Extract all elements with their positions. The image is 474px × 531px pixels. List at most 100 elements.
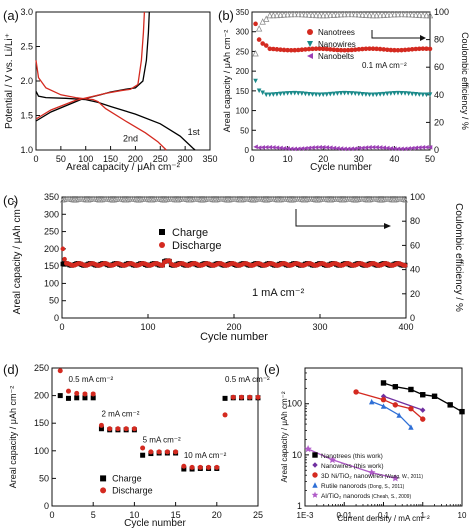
b-point-nanowires <box>313 92 319 98</box>
d-point-discharge <box>90 391 96 397</box>
d-point-charge <box>222 395 228 401</box>
b-point-nanotrees <box>288 47 294 53</box>
c-point-coulombic-efficiency <box>163 196 169 203</box>
c-point-coulombic-efficiency <box>87 196 94 203</box>
b-point-nanotrees <box>320 46 326 52</box>
a-x-axis-label: Areal capacity / μAh cm⁻² <box>66 162 181 173</box>
b-point-nanobelts <box>253 144 258 150</box>
d-x-tick-label: 0 <box>49 510 54 520</box>
b-point-nanotrees <box>406 47 411 52</box>
c-point-discharge <box>62 256 67 262</box>
a-panel-label: (a) <box>3 8 19 23</box>
e-y-tick-label: 10 <box>292 450 302 460</box>
b-point-nanotrees <box>313 46 319 51</box>
c-y2-tick-label: 20 <box>410 289 420 299</box>
d-current-annotation: 5 mA cm⁻² <box>143 436 181 445</box>
b-point-coulombic-efficiency <box>373 11 380 19</box>
b-point-nanobelts <box>367 145 372 150</box>
e-legend-marker <box>311 491 319 498</box>
d-point-discharge <box>222 412 228 418</box>
d-x-axis-label: Cycle number <box>124 518 186 529</box>
d-point-charge <box>98 426 104 432</box>
b-point-nanotrees <box>384 47 390 53</box>
b-point-nanobelts <box>374 144 379 150</box>
d-point-discharge <box>173 449 179 455</box>
c-point-coulombic-efficiency <box>201 196 207 203</box>
d-point-discharge <box>156 449 162 455</box>
b-point-nanowires <box>328 91 333 97</box>
b-point-nanotrees <box>342 47 347 53</box>
b-point-nanobelts <box>381 145 387 151</box>
b-y-axis-label: Areal capacity / μAh cm⁻² <box>222 30 232 132</box>
e-y-axis-label: Areal capacity / μAh cm⁻² <box>280 391 289 482</box>
b-point-nanobelts <box>360 145 365 151</box>
b-point-nanowires <box>413 92 419 97</box>
d-point-discharge <box>239 394 245 400</box>
b-point-nanobelts <box>356 145 362 151</box>
b-point-coulombic-efficiency <box>302 11 309 18</box>
c-point-coulombic-efficiency <box>151 196 157 203</box>
d-current-annotation: 0.5 mA cm⁻² <box>68 375 113 384</box>
d-point-discharge <box>98 422 104 428</box>
b-point-coulombic-efficiency <box>252 50 259 57</box>
c-current-annotation: 1 mA cm⁻² <box>252 287 305 299</box>
b-point-nanotrees <box>413 46 419 52</box>
b-point-nanobelts <box>306 145 312 151</box>
b-point-nanobelts <box>349 146 354 152</box>
b-point-nanowires <box>388 91 394 96</box>
c-point-coulombic-efficiency <box>60 196 66 203</box>
d-point-discharge <box>123 426 129 432</box>
b-legend-label-nanobelts: Nanobelts <box>318 52 354 61</box>
b-point-nanobelts <box>292 146 298 152</box>
c-arrow-line <box>295 209 384 227</box>
d-x-tick-label: 25 <box>253 510 263 520</box>
a-series-1st-charge <box>35 11 150 122</box>
b-point-coulombic-efficiency <box>330 11 338 18</box>
b-point-nanotrees <box>278 47 283 52</box>
b-point-nanobelts <box>345 146 351 152</box>
b-x-axis-label: Cycle number <box>310 162 372 173</box>
b-point-coulombic-efficiency <box>277 11 284 18</box>
a-y-axis-label: Potential / V vs. Li/Li⁺ <box>4 33 15 129</box>
c-point-coulombic-efficiency <box>278 196 285 203</box>
c-x-tick-label: 400 <box>398 322 413 332</box>
b-point-nanowires <box>381 91 387 97</box>
b-point-nanotrees <box>345 47 351 53</box>
b-point-nanowires <box>406 91 411 97</box>
b-y2-tick-label: 100 <box>434 7 449 17</box>
c-point-coulombic-efficiency <box>226 196 233 203</box>
c-y-tick-label: 150 <box>44 261 59 271</box>
c-point-coulombic-efficiency <box>75 196 82 202</box>
b-point-coulombic-efficiency <box>341 10 348 18</box>
d-legend-marker-charge <box>100 475 107 482</box>
d-y-tick-label: 50 <box>39 473 49 483</box>
e-y-tick-label: 100 <box>287 399 302 409</box>
c-legend-marker-charge <box>159 229 165 235</box>
b-point-nanotrees <box>374 46 379 52</box>
c-y2-tick-label: 0 <box>410 313 415 323</box>
b-point-coulombic-efficiency <box>334 11 341 18</box>
e-point <box>408 405 414 412</box>
e-point <box>380 403 387 409</box>
e-x-axis-label: Current density / mA cm⁻² <box>337 514 430 523</box>
b-point-nanowires <box>356 91 362 97</box>
c-point-coulombic-efficiency <box>380 196 386 203</box>
d-point-discharge <box>189 464 195 470</box>
e-point <box>392 384 399 390</box>
d-point-discharge <box>107 426 113 432</box>
a-series-2nd-charge <box>35 11 146 120</box>
b-y-tick-label: 50 <box>240 126 249 135</box>
b-point-nanotrees <box>360 46 365 52</box>
d-panel-label: (d) <box>3 362 19 377</box>
e-point <box>368 398 375 405</box>
c-x-tick-label: 300 <box>312 322 327 332</box>
c-point-coulombic-efficiency <box>177 196 183 203</box>
a-y-tick-label: 3.0 <box>20 7 33 17</box>
b-legend-label-nanotrees: Nanotrees <box>318 28 355 37</box>
e-legend-label: Nanotrees (this work) <box>321 453 383 460</box>
b-y-tick-label: 0 <box>245 146 250 155</box>
c-y-tick-label: 300 <box>44 209 59 219</box>
e-point <box>420 407 426 413</box>
b-point-nanobelts <box>299 146 305 151</box>
b-point-nanotrees <box>388 47 394 53</box>
